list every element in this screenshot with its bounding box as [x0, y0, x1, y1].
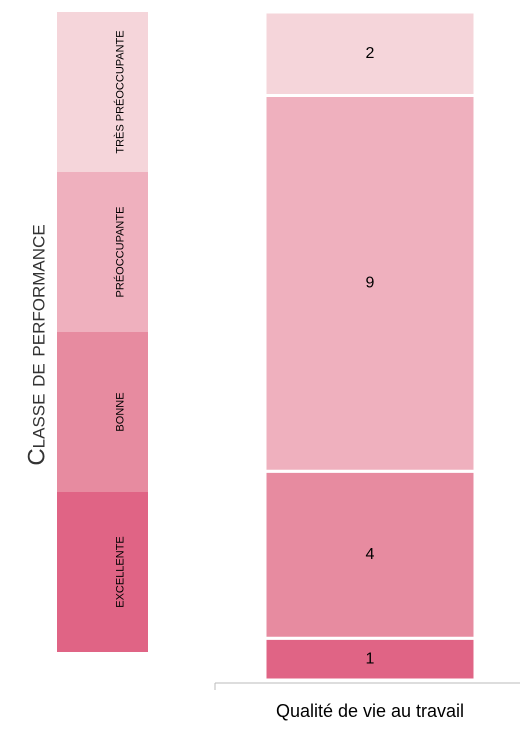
- legend-swatch: [57, 332, 148, 492]
- data-label: 1: [366, 650, 375, 667]
- legend-label: EXCELLENTE: [114, 536, 126, 608]
- x-tick-label: Qualité de vie au travail: [276, 701, 464, 721]
- legend-label: TRÈS PRÉOCCUPANTE: [113, 30, 126, 153]
- bar-segment: [263, 10, 477, 97]
- y-axis-title: Classe de performance: [23, 224, 50, 465]
- legend-swatch: [57, 172, 148, 332]
- bar-segment: [263, 636, 477, 682]
- data-label: 2: [366, 45, 375, 62]
- legend-label: PRÉOCCUPANTE: [113, 207, 126, 298]
- bar-segment: [263, 469, 477, 640]
- data-label: 9: [366, 275, 375, 292]
- legend-swatch: [57, 12, 148, 172]
- data-label: 4: [366, 546, 375, 563]
- legend-swatch: [57, 492, 148, 652]
- legend-label: BONNE: [114, 392, 126, 431]
